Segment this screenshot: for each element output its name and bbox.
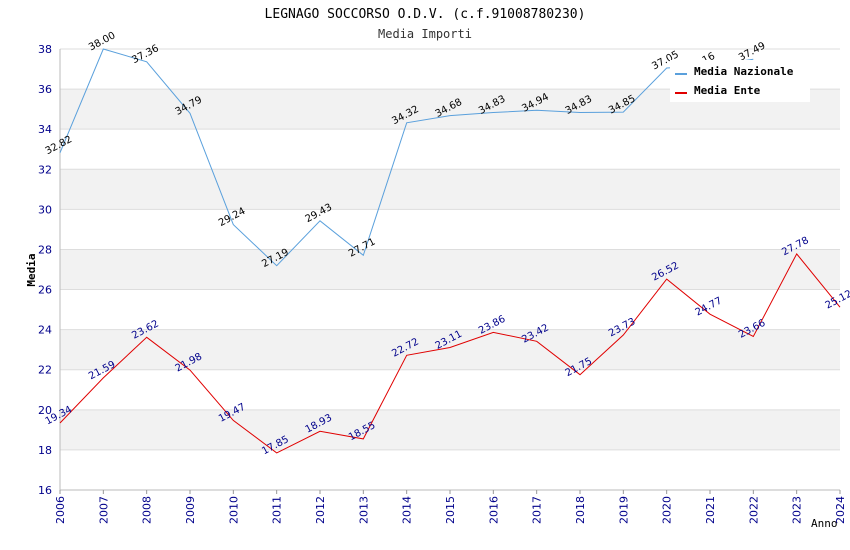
y-tick-labels: 16 18 20 22 24 26 28 30 32 34 36 38 [38, 43, 52, 497]
chart-subtitle: Media Importi [378, 27, 472, 41]
x-tick-label: 2010 [227, 496, 240, 524]
plot-band [60, 169, 840, 210]
y-tick-label: 30 [38, 203, 52, 216]
plot-bands [60, 49, 840, 490]
y-tick-label: 28 [38, 243, 52, 256]
legend: Media Nazionale Media Ente [670, 60, 810, 102]
x-tick-label: 2007 [97, 496, 110, 524]
y-tick-label: 20 [38, 404, 52, 417]
x-tick-label: 2018 [574, 496, 587, 524]
y-tick-label: 32 [38, 163, 52, 176]
x-tick-label: 2023 [791, 496, 804, 524]
plot-band [60, 369, 840, 410]
chart-title: LEGNAGO SOCCORSO O.D.V. (c.f.91008780230… [265, 7, 586, 22]
plot-band [60, 329, 840, 370]
x-tick-labels: 2006 2007 2008 2009 2010 2011 2012 2013 2014 2015… [54, 496, 847, 524]
x-tick-label: 2008 [141, 496, 154, 524]
x-tick-label: 2019 [617, 496, 630, 524]
y-tick-label: 34 [38, 123, 52, 136]
series-line-media-nazionale [59, 48, 754, 267]
series-lines [59, 48, 841, 454]
x-tick-label: 2009 [184, 496, 197, 524]
plot-band [60, 289, 840, 330]
x-tick-label: 2012 [314, 496, 327, 524]
x-tick-label: 2006 [54, 496, 67, 524]
series-line-media-ente [59, 252, 841, 454]
y-tick-label: 24 [38, 324, 52, 337]
legend-label-media-ente: Media Ente [694, 84, 761, 97]
plot-band [60, 209, 840, 250]
x-tick-label: 2022 [747, 496, 760, 524]
x-tick-label: 2021 [704, 496, 717, 524]
x-tick-label: 2011 [271, 496, 284, 524]
x-axis-label: Anno [811, 517, 838, 530]
x-tick-label: 2015 [444, 496, 457, 524]
plot-band [60, 409, 840, 450]
y-tick-label: 16 [38, 484, 52, 497]
y-axis-label: Media [25, 253, 38, 286]
x-tick-label: 2014 [401, 496, 414, 524]
plot-band [60, 249, 840, 290]
plot-band [60, 129, 840, 170]
x-tick-label: 2020 [661, 496, 674, 524]
x-tick-label: 2013 [357, 496, 370, 524]
x-tick-label: 2017 [531, 496, 544, 524]
legend-label-media-nazionale: Media Nazionale [694, 65, 794, 78]
x-tick-label: 2016 [487, 496, 500, 524]
y-tick-label: 18 [38, 444, 52, 457]
y-tick-label: 36 [38, 83, 52, 96]
axes [59, 49, 841, 494]
plot-band [60, 449, 840, 490]
y-tick-label: 26 [38, 284, 52, 297]
legend-box [670, 60, 810, 102]
y-tick-label: 22 [38, 364, 52, 377]
x-tick-label: 2024 [834, 496, 847, 524]
y-tick-label: 38 [38, 43, 52, 56]
